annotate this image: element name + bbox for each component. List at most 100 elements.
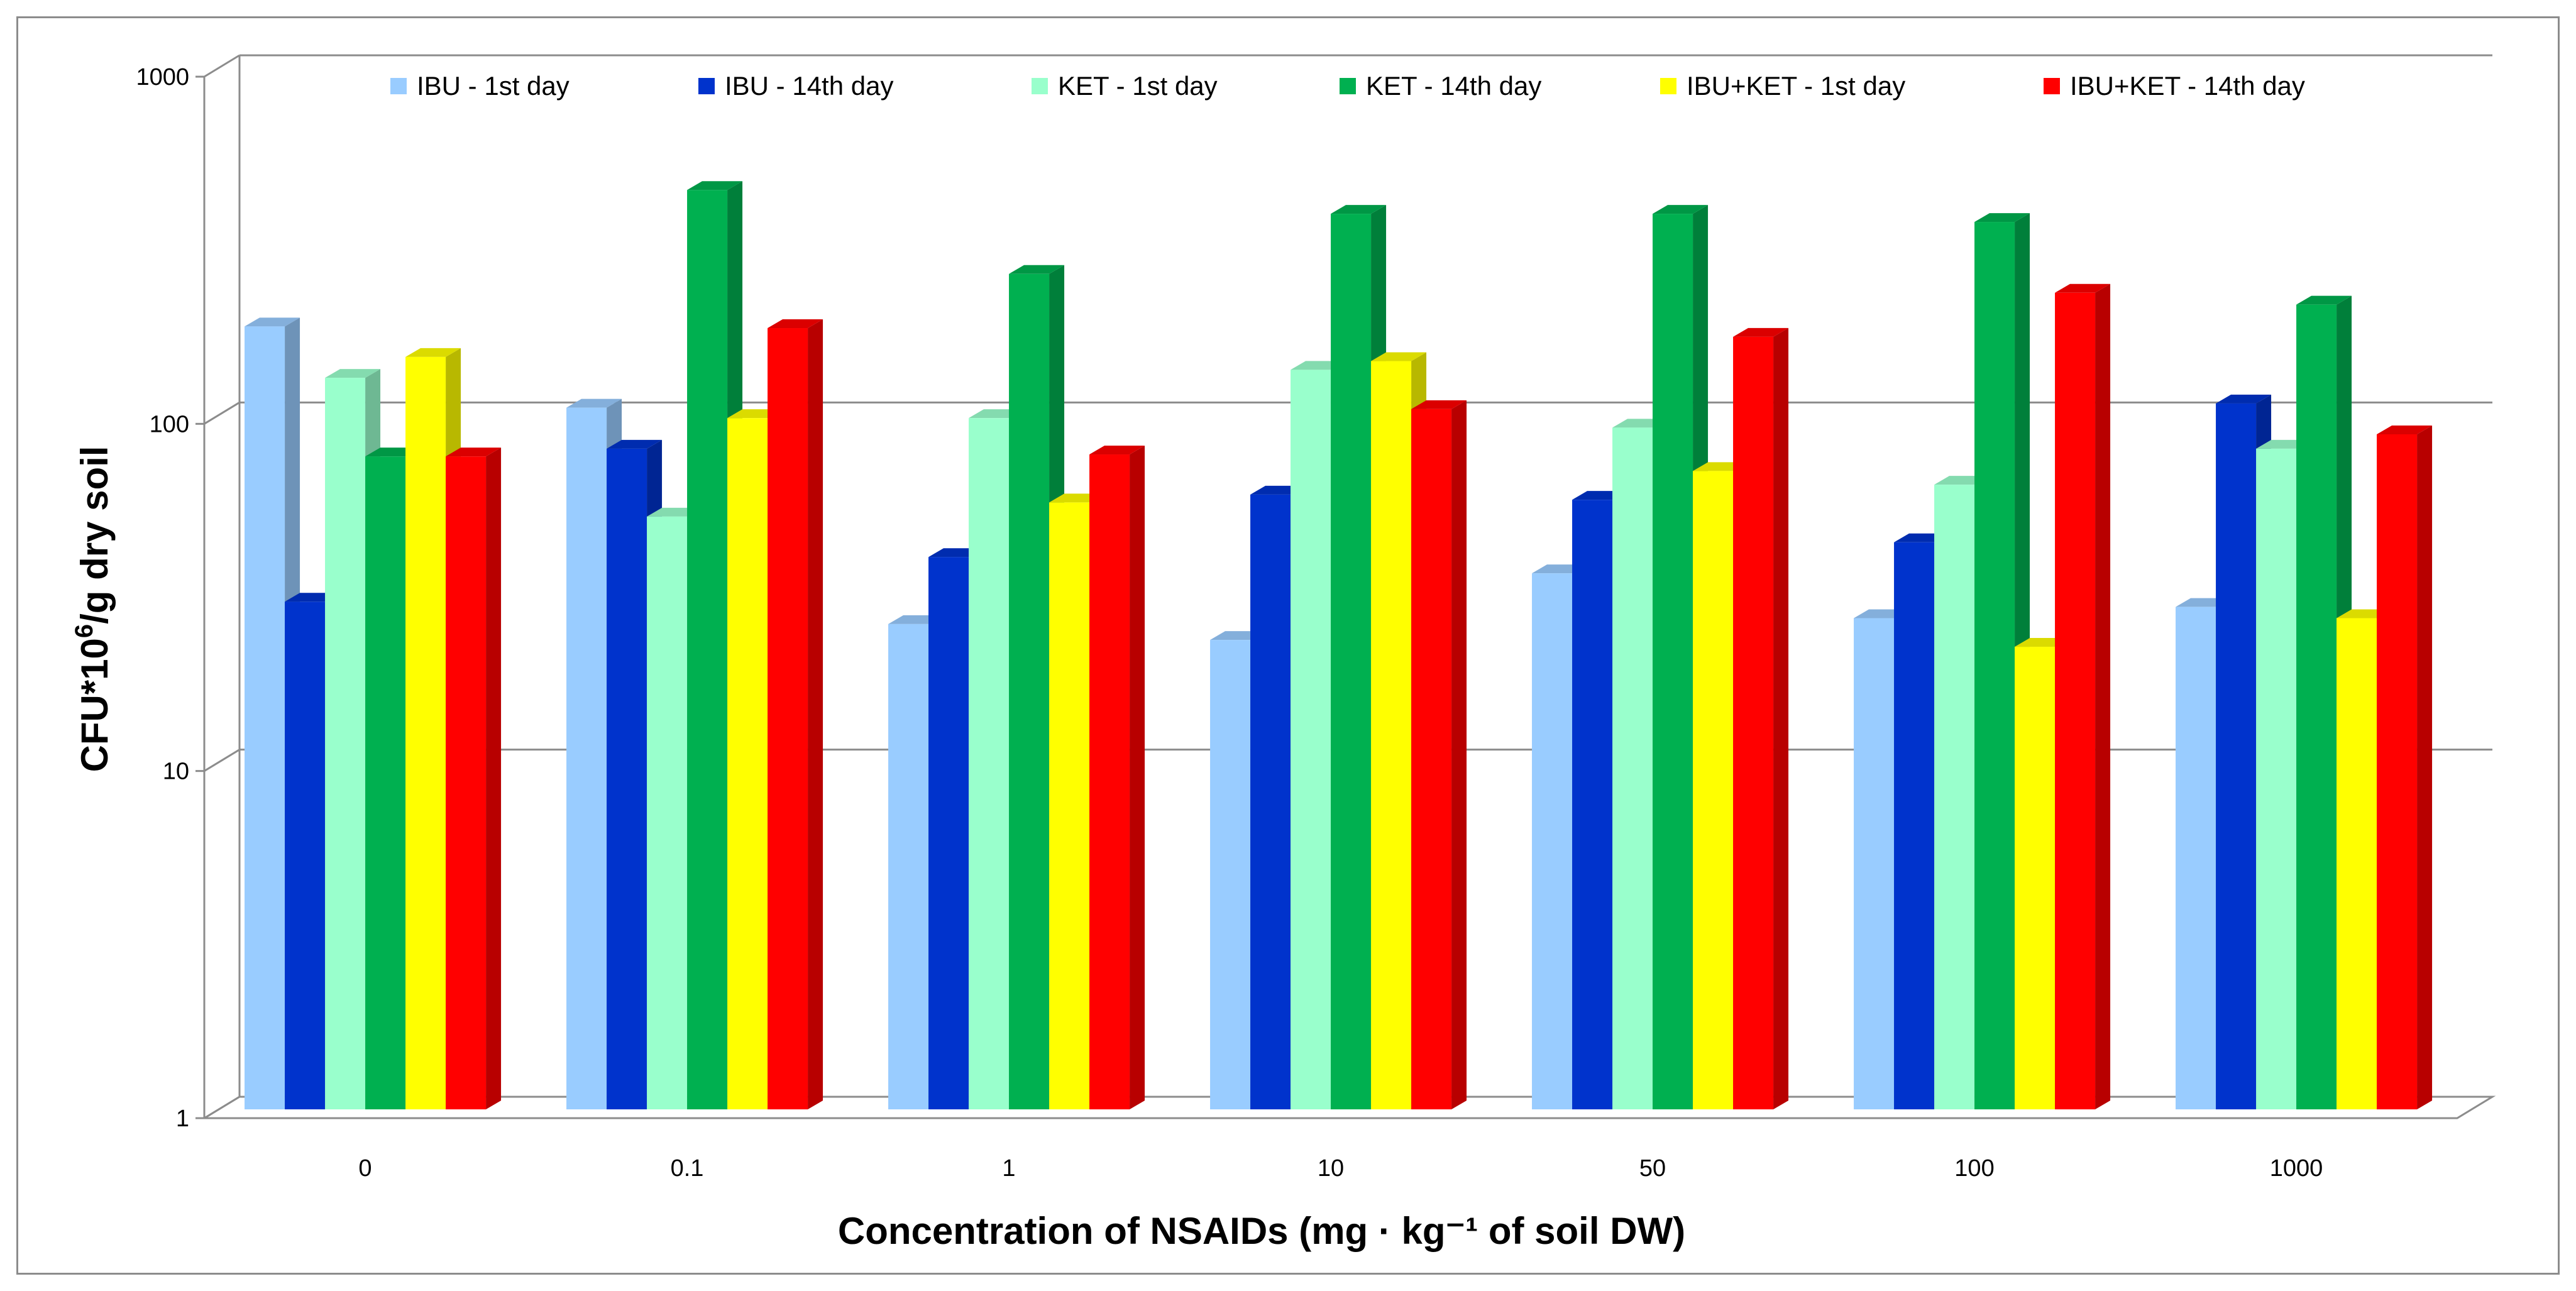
bar-front — [1612, 427, 1653, 1109]
bar-front — [607, 449, 647, 1109]
legend-swatch — [1340, 78, 1356, 94]
bar-front — [325, 378, 365, 1109]
y-axis-title-sup: 6 — [70, 624, 98, 638]
bar — [1733, 328, 1788, 1109]
y-tick-label: 1000 — [136, 64, 189, 91]
y-tick-label: 10 — [163, 759, 189, 785]
legend-item: IBU+KET - 1st day — [1660, 71, 1905, 101]
x-tick-label: 10 — [1318, 1155, 1344, 1182]
bar — [1411, 400, 1467, 1109]
bar-front — [969, 418, 1009, 1109]
bar-front — [1572, 500, 1612, 1109]
bar-side — [2417, 426, 2432, 1109]
bar-front — [2256, 449, 2296, 1109]
bar-front — [2055, 293, 2095, 1109]
x-tick-label: 50 — [1639, 1155, 1666, 1182]
y-axis-title-suffix: /g dry soil — [74, 446, 116, 624]
bar-side — [2095, 284, 2110, 1109]
bar-side — [1773, 328, 1788, 1109]
x-axis-ticks: 0 0.1 1 10 50 100 1000 — [358, 1155, 2323, 1182]
bar-front — [768, 328, 808, 1109]
bar-front — [1411, 409, 1451, 1109]
bar-front — [647, 517, 687, 1109]
x-tick-label: 1 — [1002, 1155, 1015, 1182]
bar-side — [1130, 446, 1145, 1109]
bar — [2055, 284, 2110, 1109]
legend-item: KET - 14th day — [1340, 71, 1541, 101]
legend-item: IBU - 14th day — [698, 71, 893, 101]
bar-front — [888, 624, 928, 1109]
bar-front — [1331, 214, 1371, 1109]
legend-item: IBU+KET - 14th day — [2044, 71, 2305, 101]
bar-side — [486, 448, 501, 1109]
bar-front — [1210, 640, 1250, 1109]
bar-front — [1049, 502, 1089, 1109]
bar-front — [365, 456, 405, 1109]
bar-front — [1894, 542, 1934, 1109]
bar-front — [2176, 607, 2216, 1109]
bar-side — [808, 319, 823, 1109]
x-axis-title: Concentration of NSAIDs (mg · kg⁻¹ of so… — [838, 1210, 1685, 1252]
bar-front — [245, 326, 285, 1109]
bar — [768, 319, 823, 1109]
x-tick-label: 0.1 — [671, 1155, 704, 1182]
legend-swatch — [698, 78, 715, 94]
bar-front — [687, 190, 727, 1109]
bar-front — [2296, 305, 2337, 1109]
bar-side — [1451, 400, 1467, 1109]
legend-swatch — [1032, 78, 1048, 94]
bar-front — [1934, 485, 1974, 1109]
bar-front — [1693, 471, 1733, 1109]
gridline-depth — [204, 750, 239, 771]
x-tick-label: 100 — [1954, 1155, 1994, 1182]
bar-front — [2337, 618, 2377, 1109]
bar-front — [2015, 647, 2055, 1109]
legend-item: IBU - 1st day — [390, 71, 570, 101]
chart-frame: 1 10 100 1000 0 0.1 1 10 50 100 1000 IBU - 1st da… — [16, 16, 2560, 1275]
legend: IBU - 1st day IBU - 14th day KET - 1st day… — [390, 71, 2305, 101]
bar-chart: 1 10 100 1000 0 0.1 1 10 50 100 1000 IBU - 1st da… — [18, 18, 2558, 1273]
bar-front — [566, 408, 607, 1109]
bar-front — [1089, 454, 1130, 1109]
bar-front — [285, 602, 325, 1109]
bar — [446, 448, 501, 1109]
y-axis-title: CFU*106/g dry soil — [70, 446, 116, 772]
bar-front — [1009, 274, 1049, 1109]
y-tick-label: 100 — [150, 411, 189, 437]
bar-front — [1291, 370, 1331, 1109]
gridline-depth — [204, 402, 239, 424]
y-axis-ticks: 1 10 100 1000 — [136, 64, 204, 1132]
bar-front — [2377, 434, 2417, 1109]
gridline-depth — [204, 55, 239, 77]
legend-swatch — [1660, 78, 1676, 94]
bar-front — [1733, 337, 1773, 1109]
y-axis-title-prefix: CFU*10 — [74, 638, 116, 772]
legend-label: KET - 1st day — [1058, 71, 1218, 101]
legend-label: KET - 14th day — [1366, 71, 1541, 101]
bar-front — [1854, 618, 1894, 1109]
x-tick-label: 0 — [358, 1155, 372, 1182]
bar-front — [1532, 573, 1572, 1109]
bars — [245, 181, 2432, 1109]
bar-front — [446, 456, 486, 1109]
gridline-depth — [204, 1097, 239, 1118]
legend-label: IBU+KET - 1st day — [1687, 71, 1905, 101]
bar-front — [727, 418, 768, 1109]
legend-swatch — [2044, 78, 2060, 94]
bar-front — [1371, 361, 1411, 1109]
bar-front — [1974, 222, 2015, 1109]
y-tick-label: 1 — [176, 1106, 189, 1132]
bar-front — [1653, 214, 1693, 1109]
legend-item: KET - 1st day — [1032, 71, 1218, 101]
bar-front — [405, 357, 446, 1109]
bar — [2377, 426, 2432, 1109]
legend-label: IBU - 14th day — [725, 71, 893, 101]
x-tick-label: 1000 — [2270, 1155, 2323, 1182]
bar — [1089, 446, 1145, 1109]
bar-front — [1250, 495, 1291, 1109]
legend-swatch — [390, 78, 407, 94]
legend-label: IBU - 1st day — [417, 71, 570, 101]
bar-front — [928, 557, 969, 1109]
bar-front — [2216, 404, 2256, 1109]
legend-label: IBU+KET - 14th day — [2070, 71, 2305, 101]
